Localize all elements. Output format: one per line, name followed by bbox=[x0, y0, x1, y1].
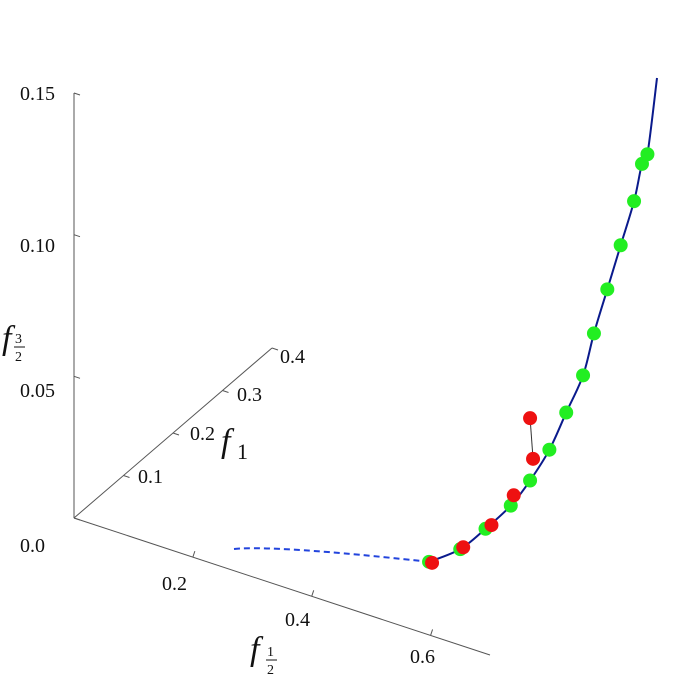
y-tick-mark bbox=[123, 475, 130, 478]
z-tick-mark bbox=[73, 375, 81, 379]
z-tick-label: 0.15 bbox=[20, 83, 55, 105]
x-axis-label-numerator: 1 bbox=[267, 645, 274, 660]
fit-curve-dashed bbox=[233, 547, 430, 563]
green-data-point bbox=[640, 147, 655, 162]
z-axis-label: f 3 2 bbox=[2, 320, 25, 365]
y-tick-label: 0.1 bbox=[138, 466, 163, 488]
x-axis-line bbox=[73, 517, 491, 656]
y-tick-mark bbox=[271, 347, 279, 351]
x-axis-label-symbol: f bbox=[250, 631, 264, 668]
y-tick-label: 0.4 bbox=[280, 346, 305, 368]
y-axis-label-symbol: f bbox=[221, 423, 235, 460]
y-tick-label: 0.3 bbox=[237, 384, 262, 406]
green-data-point bbox=[627, 194, 642, 209]
fit-curve bbox=[233, 77, 658, 563]
x-tick-label: 0.2 bbox=[162, 573, 187, 595]
z-tick-label: 0.05 bbox=[20, 380, 55, 402]
red-data-point bbox=[523, 411, 538, 426]
green-data-point bbox=[576, 368, 591, 383]
z-tick-mark bbox=[73, 92, 81, 96]
green-data-point bbox=[559, 405, 574, 420]
green-data-point bbox=[542, 442, 557, 457]
fit-curve-solid bbox=[428, 77, 658, 563]
green-data-point bbox=[586, 326, 601, 341]
green-data-point bbox=[613, 238, 628, 253]
y-tick-mark bbox=[222, 390, 229, 393]
z-tick-mark bbox=[73, 517, 81, 521]
y-axis-label-subscript: 1 bbox=[237, 439, 248, 464]
z-tick-mark bbox=[73, 234, 81, 238]
z-tick-label: 0.0 bbox=[20, 535, 45, 557]
z-axis-label-denominator: 2 bbox=[15, 350, 22, 365]
red-data-point bbox=[526, 451, 541, 466]
x-axis-label: f 1 2 bbox=[250, 631, 277, 678]
green-data-point bbox=[600, 282, 615, 297]
y-tick-mark bbox=[172, 432, 180, 436]
tick-marks bbox=[73, 92, 434, 636]
x-tick-label: 0.4 bbox=[285, 609, 310, 631]
z-axis-label-symbol: f bbox=[2, 320, 16, 357]
x-tick-mark bbox=[192, 550, 196, 558]
y-axis-label: f 1 bbox=[221, 423, 248, 464]
x-tick-mark bbox=[430, 629, 434, 636]
red-data-point bbox=[484, 518, 499, 533]
green-data-point bbox=[523, 473, 538, 488]
x-tick-mark bbox=[311, 590, 315, 597]
x-tick-label: 0.6 bbox=[410, 646, 435, 668]
z-tick-label: 0.10 bbox=[20, 235, 55, 257]
y-tick-label: 0.2 bbox=[190, 423, 215, 445]
x-axis-label-denominator: 2 bbox=[267, 663, 274, 678]
red-data-point bbox=[456, 540, 471, 555]
red-data-point bbox=[506, 488, 521, 503]
red-data-point bbox=[425, 555, 440, 570]
z-axis-label-numerator: 3 bbox=[15, 332, 22, 347]
data-points bbox=[422, 147, 655, 570]
